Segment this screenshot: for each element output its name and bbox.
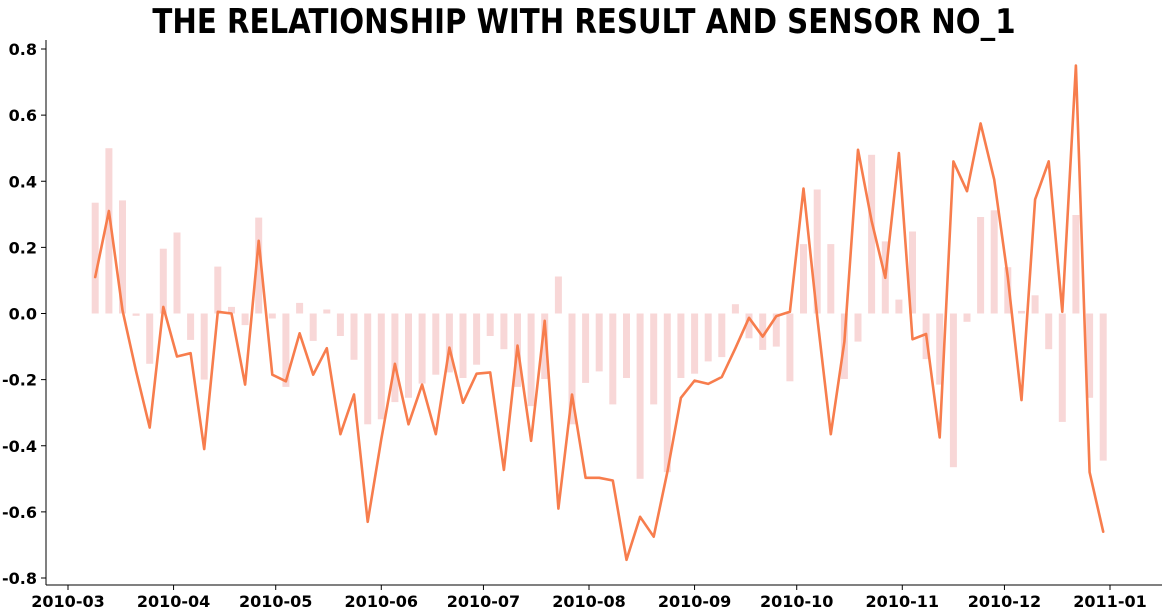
bar xyxy=(200,313,208,380)
bar xyxy=(663,313,671,473)
bar xyxy=(146,313,154,364)
bar xyxy=(1004,267,1012,314)
bar xyxy=(187,313,195,340)
bar xyxy=(445,313,453,373)
bar xyxy=(868,154,876,314)
bar xyxy=(677,313,685,378)
y-ticks: 0.8 0.6 0.4 0.2 0.0 -0.2 -0.4 -0.6 -0.8 xyxy=(2,40,46,588)
bar xyxy=(350,313,358,360)
y-tick-label: 0.6 xyxy=(9,106,37,125)
bar xyxy=(241,313,249,326)
y-tick-label: -0.2 xyxy=(2,371,37,390)
bar xyxy=(759,313,767,350)
bar xyxy=(813,189,821,314)
bar-series xyxy=(91,148,1107,479)
y-tick-label: 0.8 xyxy=(9,40,37,59)
bar xyxy=(731,304,739,314)
bar xyxy=(691,313,699,374)
bar xyxy=(554,276,562,314)
bar xyxy=(568,313,576,425)
bar xyxy=(1045,313,1053,350)
y-tick-label: 0.0 xyxy=(9,305,37,324)
bar xyxy=(228,306,235,314)
x-tick-label: 2010-10 xyxy=(760,592,833,611)
bar xyxy=(432,313,440,375)
bar xyxy=(418,313,426,384)
bar xyxy=(949,313,957,468)
bar xyxy=(800,244,807,314)
bar xyxy=(309,313,317,341)
bar xyxy=(527,313,535,407)
chart-title: THE RELATIONSHIP WITH RESULT AND SENSOR … xyxy=(152,2,1016,42)
bar xyxy=(377,313,385,420)
line-series xyxy=(93,64,1105,562)
bar xyxy=(1018,310,1025,314)
bar xyxy=(473,313,481,365)
x-tick-label: 2010-08 xyxy=(552,592,625,611)
bar xyxy=(609,313,617,405)
bar xyxy=(745,313,753,339)
series-line xyxy=(93,64,1105,562)
bar xyxy=(895,299,903,314)
x-tick-label: 2010-11 xyxy=(866,592,939,611)
x-tick-label: 2010-05 xyxy=(239,592,312,611)
bar xyxy=(391,313,399,403)
x-tick-label: 2011-01 xyxy=(1073,592,1146,611)
bar xyxy=(623,313,630,378)
bar xyxy=(282,313,290,387)
y-tick-label: -0.6 xyxy=(2,503,37,522)
bar xyxy=(132,313,140,316)
x-tick-label: 2010-09 xyxy=(658,592,731,611)
bar xyxy=(1072,215,1080,314)
bar xyxy=(364,313,372,425)
bar xyxy=(827,244,835,314)
bar xyxy=(159,248,167,314)
bar xyxy=(704,313,712,362)
bar xyxy=(718,313,726,358)
x-tick-label: 2010-12 xyxy=(968,592,1041,611)
bar xyxy=(909,231,916,314)
y-tick-label: -0.4 xyxy=(2,437,37,456)
bar xyxy=(772,313,780,347)
bar xyxy=(500,313,508,350)
bar xyxy=(977,217,985,314)
bar xyxy=(1099,313,1107,461)
axes xyxy=(45,40,1162,586)
x-tick-label: 2010-06 xyxy=(345,592,418,611)
x-ticks: 2010-03 2010-04 2010-05 2010-06 2010-07 2010-… xyxy=(31,585,1147,611)
bar xyxy=(323,309,331,314)
bar xyxy=(459,313,467,378)
bar xyxy=(636,313,644,479)
bar xyxy=(336,313,344,336)
bar xyxy=(91,202,99,314)
bar xyxy=(405,313,412,398)
bar xyxy=(214,266,222,314)
bar xyxy=(990,210,998,314)
bar xyxy=(1031,295,1039,314)
bar xyxy=(1058,313,1066,422)
bar xyxy=(119,200,126,314)
bar xyxy=(268,313,276,319)
bar xyxy=(936,313,944,385)
y-tick-label: 0.4 xyxy=(9,172,37,191)
bar xyxy=(1086,313,1094,398)
x-tick-label: 2010-04 xyxy=(137,592,210,611)
y-tick-label: 0.2 xyxy=(9,238,37,257)
bar xyxy=(595,313,603,372)
bar xyxy=(541,313,549,379)
bar xyxy=(255,217,263,314)
bar xyxy=(582,313,590,383)
x-tick-label: 2010-03 xyxy=(31,592,104,611)
bar xyxy=(650,313,658,405)
bar xyxy=(963,313,971,322)
bar xyxy=(786,313,794,382)
bar xyxy=(105,148,113,314)
y-tick-label: -0.8 xyxy=(2,569,37,588)
bar xyxy=(486,313,494,336)
bar xyxy=(296,302,304,314)
bar xyxy=(173,232,181,314)
x-tick-label: 2010-07 xyxy=(447,592,520,611)
bar xyxy=(854,313,862,342)
